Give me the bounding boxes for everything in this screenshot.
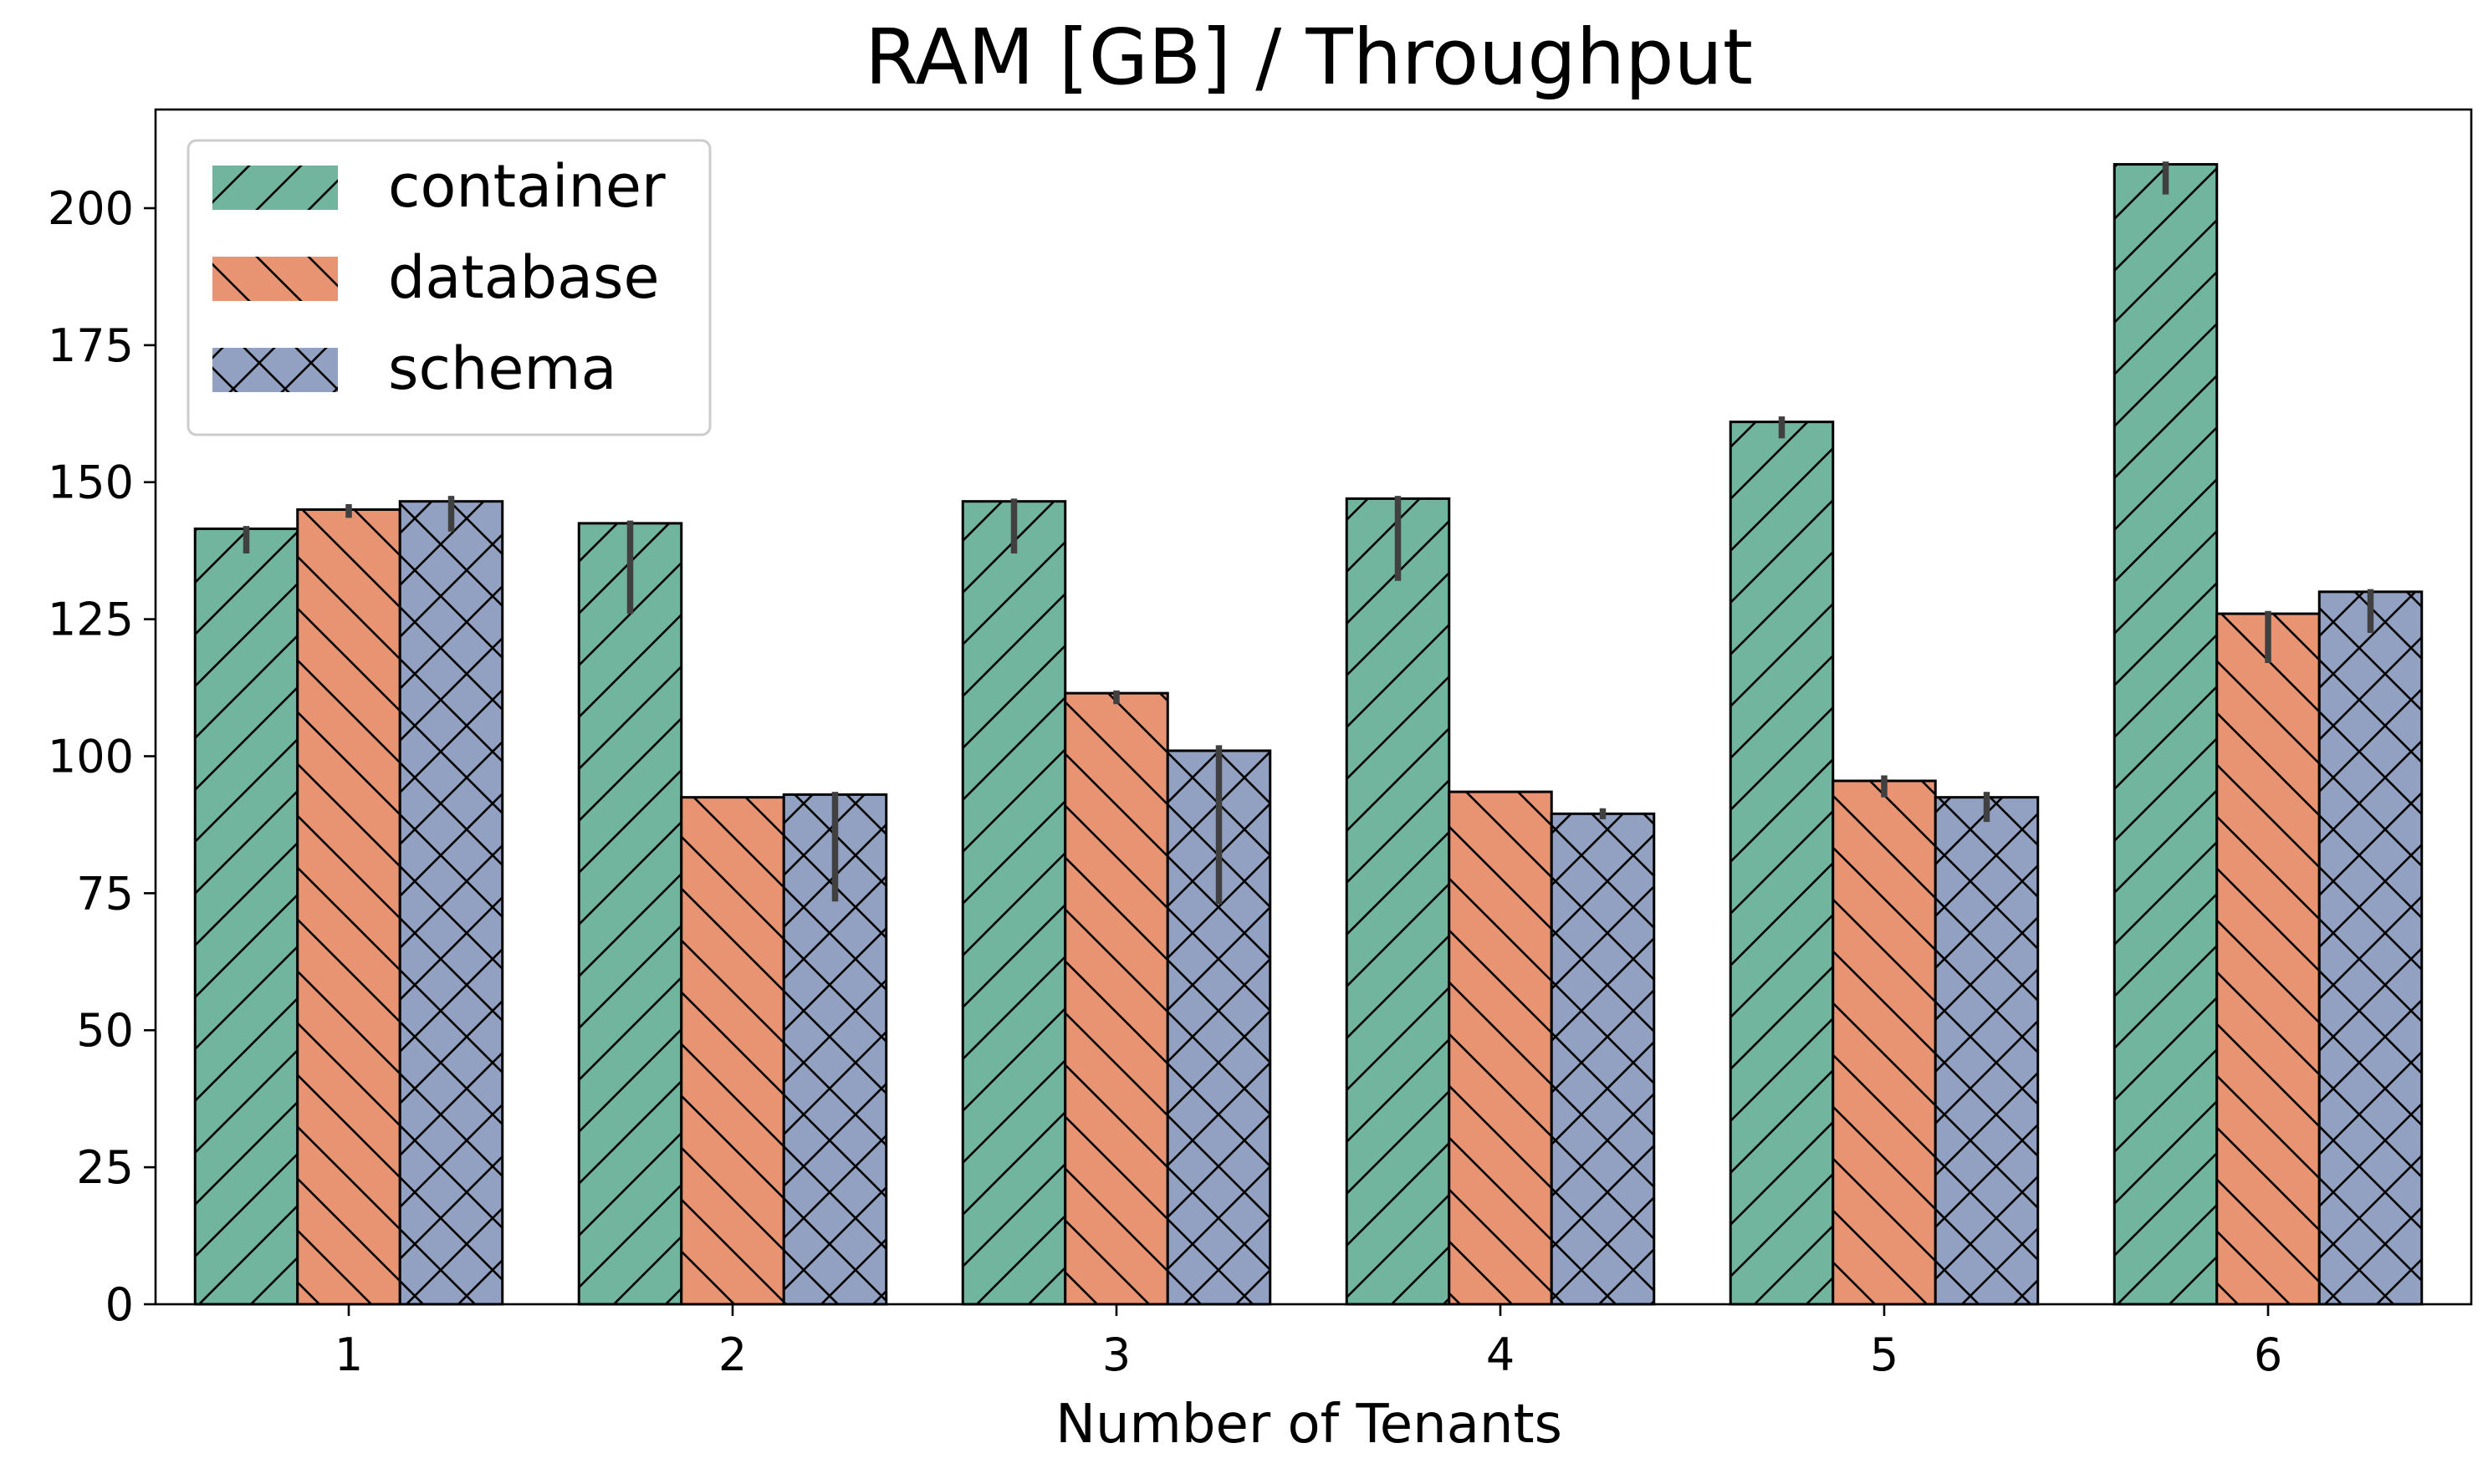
bar-database-2 — [680, 796, 785, 1306]
error-bars-layer — [243, 161, 2374, 905]
legend-swatch-hatch — [212, 257, 338, 301]
legend-swatch-hatch — [212, 166, 338, 210]
bar-database-3 — [1064, 691, 1169, 1306]
y-tick-label: 175 — [48, 319, 134, 372]
y-tick-label: 100 — [48, 730, 134, 783]
bar-schema-1 — [398, 500, 504, 1306]
bar-database-1 — [296, 508, 401, 1306]
x-tick-label: 2 — [718, 1328, 747, 1381]
bar-outline — [961, 500, 1067, 1306]
bar-schema-6 — [2317, 590, 2424, 1306]
bar-schema-5 — [1934, 796, 2040, 1306]
y-tick-label: 50 — [76, 1004, 134, 1057]
legend-item-database: database — [212, 243, 660, 312]
bar-container-2 — [577, 522, 683, 1306]
x-tick-label: 4 — [1486, 1328, 1515, 1381]
legend-swatch-hatch — [212, 348, 338, 392]
x-tick-label: 5 — [1870, 1328, 1898, 1381]
bar-outline — [2215, 612, 2321, 1306]
bar-container-4 — [1345, 497, 1451, 1306]
bar-outline — [1064, 691, 1169, 1306]
axes-layer: 0 25 50 75 100 125 150 175 200 1 2 3 4 5 6 — [48, 108, 2473, 1381]
bar-outline — [1832, 779, 1937, 1306]
bar-database-6 — [2215, 612, 2321, 1306]
bar-outline — [2113, 163, 2219, 1306]
bar-outline — [296, 508, 401, 1306]
bar-outline — [1448, 790, 1553, 1306]
bar-outline — [1550, 812, 1656, 1306]
x-tick-label: 3 — [1102, 1328, 1131, 1381]
bar-schema-4 — [1550, 812, 1656, 1306]
legend-label: database — [388, 243, 660, 312]
bar-database-5 — [1832, 779, 1937, 1306]
legend-item-schema: schema — [212, 334, 616, 403]
legend-label: container — [388, 152, 666, 221]
legend-label: schema — [388, 334, 616, 403]
bar-container-3 — [961, 500, 1067, 1306]
y-tick-label: 200 — [48, 182, 134, 235]
bar-outline — [1934, 796, 2040, 1306]
y-tick-label: 0 — [105, 1278, 134, 1331]
bars-layer — [193, 163, 2424, 1306]
bar-container-6 — [2113, 163, 2219, 1306]
bar-outline — [2317, 590, 2424, 1306]
bar-outline — [680, 796, 785, 1306]
legend: container database schema — [186, 139, 712, 436]
bar-database-4 — [1448, 790, 1553, 1306]
chart-title: RAM [GB] / Throughput — [865, 13, 1753, 102]
bar-outline — [577, 522, 683, 1306]
legend-item-container: container — [212, 152, 666, 221]
y-tick-label: 150 — [48, 456, 134, 509]
x-axis-title: Number of Tenants — [1055, 1394, 1562, 1456]
bar-outline — [398, 500, 504, 1306]
x-tick-label: 1 — [335, 1328, 363, 1381]
bar-outline — [193, 527, 299, 1306]
x-tick-label: 6 — [2254, 1328, 2282, 1381]
bar-container-5 — [1729, 421, 1835, 1306]
bar-outline — [1345, 497, 1451, 1306]
y-tick-label: 125 — [48, 594, 134, 646]
y-tick-label: 25 — [76, 1141, 134, 1194]
bar-outline — [1729, 421, 1835, 1306]
bar-container-1 — [193, 527, 299, 1306]
y-tick-label: 75 — [76, 867, 134, 920]
plot-frame — [154, 108, 2473, 1306]
